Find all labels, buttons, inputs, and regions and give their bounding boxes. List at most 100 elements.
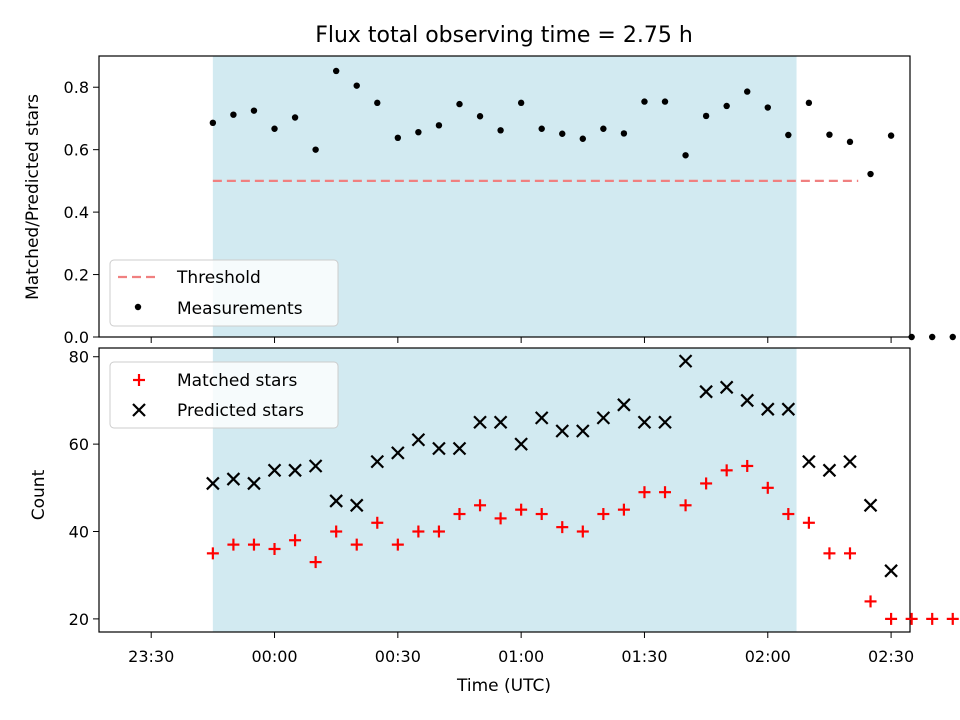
measurement-point — [517, 99, 525, 107]
legend-matched-label: Matched stars — [177, 371, 297, 391]
predicted-point — [760, 402, 775, 416]
matched-point — [802, 516, 815, 529]
predicted-point — [452, 441, 467, 456]
matched-point — [926, 612, 939, 625]
predicted-point — [534, 411, 549, 425]
predicted-point — [206, 476, 220, 491]
measurement-point — [600, 125, 607, 132]
measurement-point — [353, 82, 360, 89]
matched-point — [885, 612, 898, 625]
y-tick-label: 0.8 — [64, 78, 89, 97]
matched-point — [227, 538, 240, 551]
matched-point — [206, 547, 219, 560]
y-tick-label: 80 — [69, 348, 89, 367]
predicted-point — [432, 441, 446, 456]
measurement-point — [415, 128, 422, 136]
measurement-point — [805, 99, 813, 107]
y-tick-label: 0.4 — [64, 203, 89, 222]
predicted-point — [493, 415, 508, 430]
legend-measurement-label: Measurements — [177, 299, 303, 319]
measurement-point — [250, 107, 258, 114]
matched-point — [391, 538, 404, 551]
measurement-point — [702, 112, 710, 120]
measurement-point — [887, 132, 895, 139]
matched-point — [638, 486, 651, 499]
matched-point — [761, 481, 774, 494]
predicted-point — [740, 393, 755, 408]
matched-point — [556, 521, 569, 534]
legend-measurement-swatch — [134, 303, 142, 311]
legend-box — [109, 361, 339, 429]
predicted-point — [678, 354, 693, 368]
matched-point — [432, 525, 445, 538]
measurement-point — [764, 104, 771, 111]
matched-point — [741, 459, 754, 472]
predicted-point — [802, 454, 816, 469]
matched-point — [535, 508, 548, 521]
matched-point — [659, 486, 672, 499]
predicted-point — [637, 415, 652, 430]
measurement-point — [641, 98, 648, 105]
matched-point — [679, 499, 692, 512]
measurement-point — [846, 138, 854, 146]
matched-point — [412, 525, 425, 538]
legend-predicted-swatch — [132, 403, 146, 417]
bottom-y-axis-label: Count — [29, 469, 49, 520]
measurement-point — [230, 111, 237, 118]
top-panel: 0.0 0.2 0.4 0.6 0.8 Threshold Measurements — [64, 55, 956, 347]
measurement-point — [394, 134, 402, 142]
matched-point — [843, 547, 856, 560]
measurement-point — [559, 130, 566, 137]
matched-point — [309, 556, 322, 569]
matched-point — [823, 547, 836, 560]
measurement-point — [497, 127, 504, 134]
y-tick-label: 40 — [69, 523, 89, 542]
predicted-point — [514, 437, 528, 451]
measurement-point — [949, 333, 956, 341]
measurement-point — [374, 99, 381, 107]
predicted-point — [267, 463, 282, 478]
x-tick-label: 00:00 — [251, 647, 297, 666]
predicted-point — [329, 494, 343, 508]
measurement-point — [435, 122, 443, 129]
predicted-point — [288, 463, 302, 478]
matched-point — [371, 516, 384, 529]
bottom-panel: 20 40 60 80 23:30 00:00 00:30 01:00 01:30 02:00 02… — [69, 347, 959, 666]
predicted-point — [617, 398, 631, 412]
chart-title: Flux total observing time = 2.75 h — [315, 23, 693, 48]
x-tick-label: 01:00 — [498, 647, 544, 666]
matched-point — [474, 499, 487, 512]
measurement-point — [723, 102, 730, 110]
measurement-point — [908, 333, 915, 341]
matched-point — [453, 508, 466, 521]
measurement-point — [682, 152, 689, 159]
legend-matched-swatch — [133, 374, 145, 386]
predicted-point — [247, 476, 261, 491]
measurement-point — [928, 333, 936, 341]
y-tick-label: 0.2 — [64, 266, 89, 285]
x-tick-label: 00:30 — [375, 647, 421, 666]
x-tick-label: 01:30 — [621, 647, 667, 666]
matched-point — [350, 538, 363, 551]
predicted-point — [576, 424, 590, 438]
measurement-point — [538, 125, 545, 132]
matched-point — [268, 542, 281, 555]
measurement-point — [579, 135, 587, 142]
measurement-point — [209, 119, 217, 127]
matched-point — [946, 612, 959, 625]
matched-point — [515, 503, 528, 516]
y-tick-label: 0.0 — [64, 328, 89, 347]
matched-point — [617, 503, 630, 516]
predicted-point — [555, 424, 570, 438]
matched-point — [864, 595, 877, 608]
predicted-point — [658, 415, 672, 430]
y-tick-label: 0.6 — [64, 141, 89, 160]
legend-predicted-label: Predicted stars — [177, 401, 304, 421]
bottom-legend: Matched stars Predicted stars — [109, 361, 339, 429]
predicted-point — [863, 498, 878, 513]
measurement-point — [456, 100, 463, 108]
legend-threshold-label: Threshold — [176, 268, 261, 288]
measurement-point — [867, 170, 874, 178]
measurement-point — [620, 130, 628, 137]
predicted-point — [473, 415, 487, 430]
